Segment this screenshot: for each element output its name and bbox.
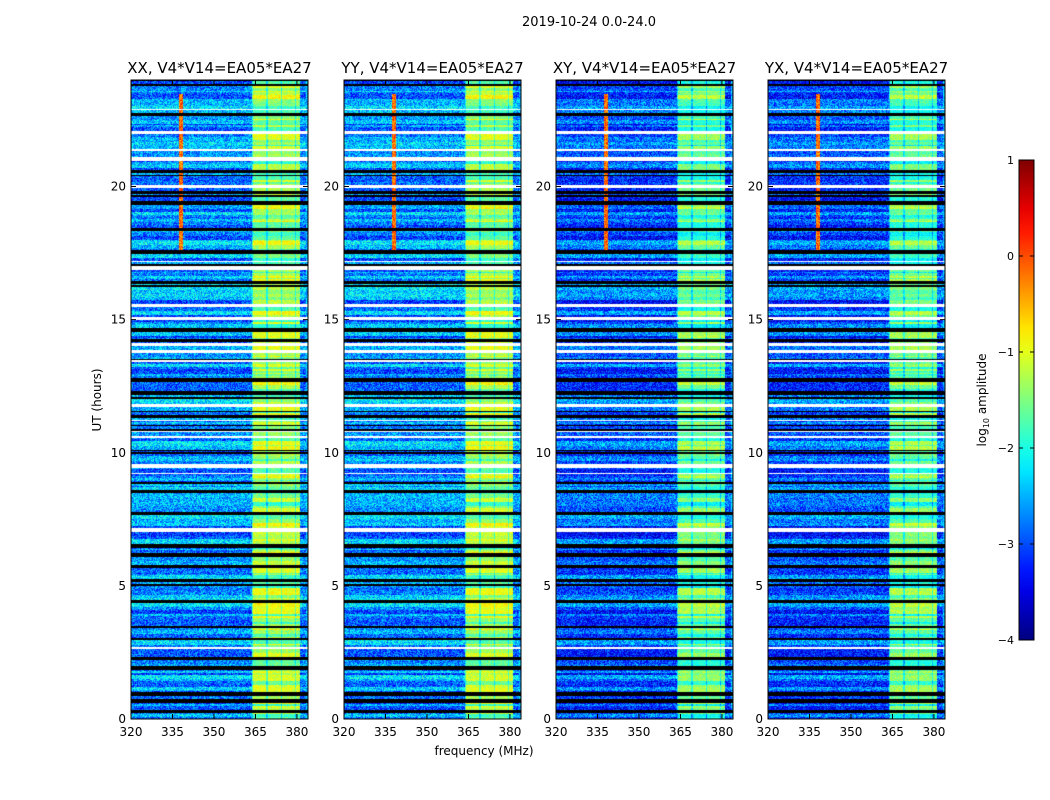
y-tick-label: 10 (748, 446, 763, 460)
panel-title: YX, V4*V14=EA05*EA27 (764, 59, 948, 77)
x-tick-label: 365 (457, 725, 480, 739)
x-tick-label: 320 (757, 725, 780, 739)
y-tick-label: 10 (324, 446, 339, 460)
panel-title: YY, V4*V14=EA05*EA27 (340, 59, 523, 77)
panel-frame (130, 79, 309, 720)
x-tick-label: 335 (374, 725, 397, 739)
x-tick-label: 320 (120, 725, 143, 739)
y-tick-label: 20 (111, 180, 126, 194)
y-axis-label: UT (hours) (90, 368, 104, 431)
colorbar-tick-label: −1 (998, 346, 1014, 359)
colorbar-tick-label: −3 (998, 538, 1014, 551)
y-tick-label: 5 (331, 579, 339, 593)
y-tick-label: 0 (543, 712, 551, 726)
colorbar-tick-label: 0 (1007, 250, 1014, 263)
figure-title: 2019-10-24 0.0-24.0 (522, 15, 656, 30)
spectrogram-panel-4 (768, 80, 945, 719)
x-tick-label: 380 (710, 725, 733, 739)
x-tick-label: 365 (669, 725, 692, 739)
panel-frame (343, 79, 522, 720)
colorbar-tick-label: 1 (1007, 154, 1014, 167)
colorbar-tick-label: −4 (998, 634, 1014, 647)
spectrogram-panel-3 (556, 80, 733, 719)
y-tick-label: 5 (118, 579, 126, 593)
colorbar-label: log10 amplitude (975, 354, 991, 447)
y-tick-label: 15 (111, 313, 126, 327)
y-tick-label: 20 (536, 180, 551, 194)
panel-frame (555, 79, 734, 720)
x-tick-label: 365 (881, 725, 904, 739)
panel-frame (767, 79, 946, 720)
y-tick-label: 20 (748, 180, 763, 194)
y-tick-label: 0 (118, 712, 126, 726)
x-axis-label: frequency (MHz) (434, 744, 533, 758)
panel-title: XY, V4*V14=EA05*EA27 (553, 59, 736, 77)
colorbar-tick-label: −2 (998, 442, 1014, 455)
x-tick-label: 320 (333, 725, 356, 739)
y-tick-label: 0 (755, 712, 763, 726)
x-tick-label: 335 (798, 725, 821, 739)
x-tick-label: 380 (498, 725, 521, 739)
y-tick-label: 20 (324, 180, 339, 194)
panel-title: XX, V4*V14=EA05*EA27 (127, 59, 311, 77)
y-tick-label: 10 (111, 446, 126, 460)
x-tick-label: 350 (628, 725, 651, 739)
y-tick-label: 0 (331, 712, 339, 726)
x-tick-label: 335 (586, 725, 609, 739)
y-tick-label: 10 (536, 446, 551, 460)
x-tick-label: 350 (840, 725, 863, 739)
y-tick-label: 15 (748, 313, 763, 327)
x-tick-label: 380 (922, 725, 945, 739)
x-tick-label: 320 (545, 725, 568, 739)
x-tick-label: 350 (203, 725, 226, 739)
x-tick-label: 335 (161, 725, 184, 739)
x-tick-label: 350 (416, 725, 439, 739)
x-tick-label: 380 (285, 725, 308, 739)
y-tick-label: 15 (536, 313, 551, 327)
spectrogram-panel-1 (131, 80, 308, 719)
y-tick-label: 5 (543, 579, 551, 593)
spectrogram-panel-2 (344, 80, 521, 719)
x-tick-label: 365 (244, 725, 267, 739)
colorbar (1018, 159, 1035, 641)
y-tick-label: 15 (324, 313, 339, 327)
y-tick-label: 5 (755, 579, 763, 593)
